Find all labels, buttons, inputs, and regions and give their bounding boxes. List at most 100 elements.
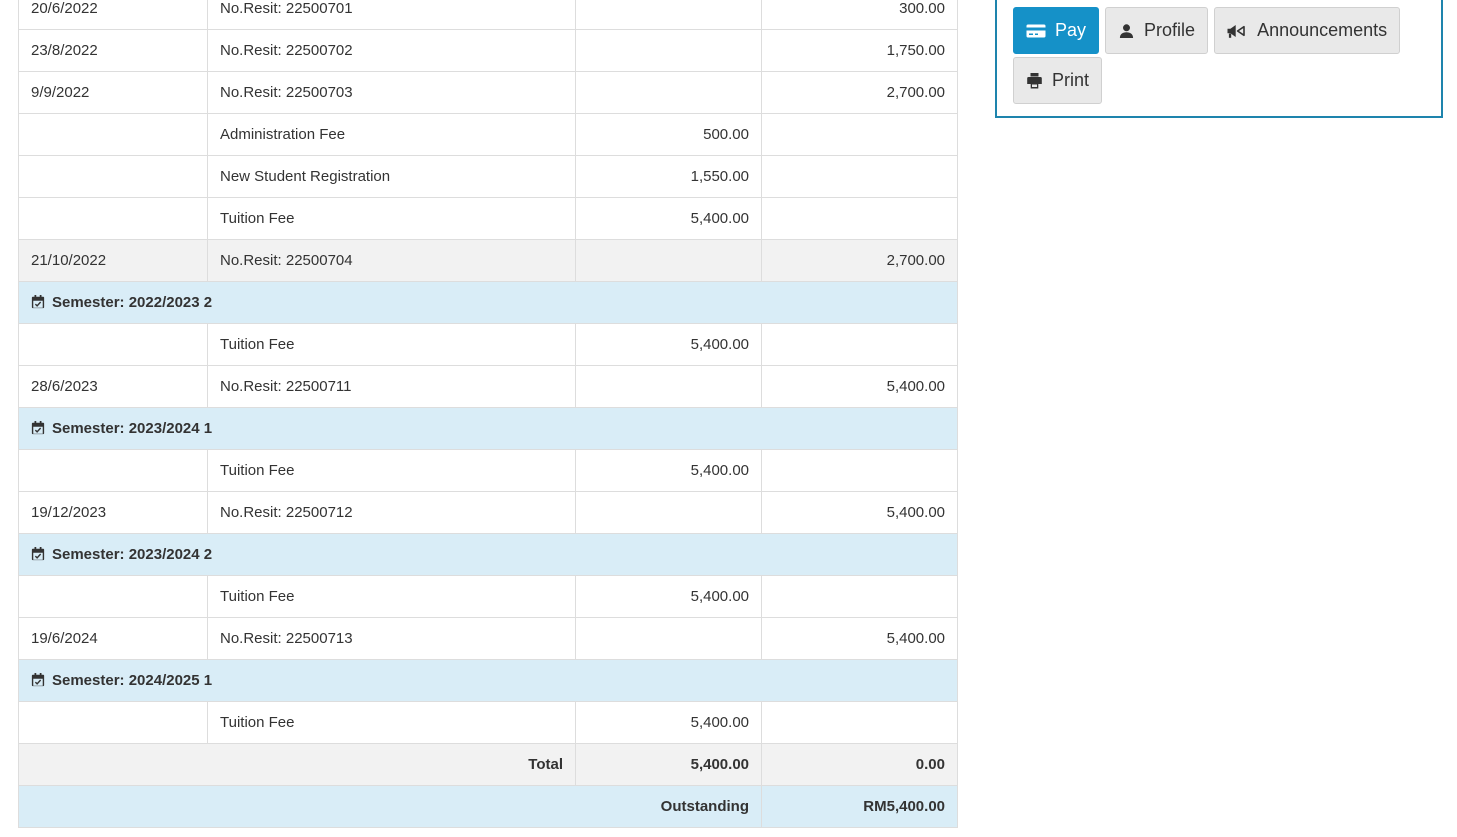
semester-row: Semester: 2024/2025 1 bbox=[18, 659, 958, 702]
table-row: Administration Fee 500.00 bbox=[18, 113, 958, 156]
description-cell: No.Resit: 22500703 bbox=[207, 71, 576, 114]
debit-cell: 5,400.00 bbox=[575, 575, 762, 618]
user-icon bbox=[1119, 23, 1134, 38]
table-row: Tuition Fee 5,400.00 bbox=[18, 197, 958, 240]
credit-cell: 5,400.00 bbox=[761, 491, 958, 534]
credit-cell: 2,700.00 bbox=[761, 71, 958, 114]
description-cell: Tuition Fee bbox=[207, 323, 576, 366]
description-cell: No.Resit: 22500712 bbox=[207, 491, 576, 534]
semester-label: Semester: 2023/2024 1 bbox=[52, 420, 213, 437]
table-row: 9/9/2022 No.Resit: 22500703 2,700.00 bbox=[18, 71, 958, 114]
description-cell: Tuition Fee bbox=[207, 701, 576, 744]
date-cell bbox=[18, 155, 208, 198]
table-row: Tuition Fee 5,400.00 bbox=[18, 323, 958, 366]
debit-cell bbox=[575, 491, 762, 534]
semester-cell: Semester: 2023/2024 1 bbox=[18, 407, 958, 450]
debit-cell bbox=[575, 239, 762, 282]
semester-cell: Semester: 2022/2023 2 bbox=[18, 281, 958, 324]
calendar-check-icon bbox=[31, 547, 45, 561]
total-row: Total 5,400.00 0.00 bbox=[18, 743, 958, 786]
pay-button-label: Pay bbox=[1055, 20, 1087, 40]
description-cell: No.Resit: 22500713 bbox=[207, 617, 576, 660]
semester-label: Semester: 2024/2025 1 bbox=[52, 672, 213, 689]
credit-cell: 300.00 bbox=[761, 0, 958, 30]
table-row: 28/6/2023 No.Resit: 22500711 5,400.00 bbox=[18, 365, 958, 408]
credit-cell bbox=[761, 575, 958, 618]
date-cell bbox=[18, 197, 208, 240]
date-cell: 28/6/2023 bbox=[18, 365, 208, 408]
debit-cell: 5,400.00 bbox=[575, 197, 762, 240]
credit-cell bbox=[761, 701, 958, 744]
profile-button-label: Profile bbox=[1144, 20, 1196, 40]
debit-cell bbox=[575, 617, 762, 660]
debit-cell: 5,400.00 bbox=[575, 449, 762, 492]
semester-cell: Semester: 2023/2024 2 bbox=[18, 533, 958, 576]
date-cell bbox=[18, 113, 208, 156]
pay-button[interactable]: Pay bbox=[1013, 7, 1100, 54]
print-button-label: Print bbox=[1052, 70, 1090, 90]
description-cell: Tuition Fee bbox=[207, 575, 576, 618]
debit-cell bbox=[575, 0, 762, 30]
description-cell: No.Resit: 22500704 bbox=[207, 239, 576, 282]
outstanding-label: Outstanding bbox=[18, 785, 762, 828]
date-cell bbox=[18, 575, 208, 618]
outstanding-value: RM5,400.00 bbox=[761, 785, 958, 828]
calendar-check-icon bbox=[31, 421, 45, 435]
credit-card-icon bbox=[1026, 24, 1046, 37]
debit-cell bbox=[575, 365, 762, 408]
calendar-check-icon bbox=[31, 295, 45, 309]
semester-row: Semester: 2022/2023 2 bbox=[18, 281, 958, 324]
date-cell: 23/8/2022 bbox=[18, 29, 208, 72]
total-label: Total bbox=[18, 743, 576, 786]
date-cell bbox=[18, 449, 208, 492]
description-cell: Tuition Fee bbox=[207, 449, 576, 492]
outstanding-row: Outstanding RM5,400.00 bbox=[18, 785, 958, 828]
print-button[interactable]: Print bbox=[1013, 57, 1103, 104]
debit-cell: 5,400.00 bbox=[575, 701, 762, 744]
semester-label: Semester: 2023/2024 2 bbox=[52, 546, 213, 563]
table-row: Tuition Fee 5,400.00 bbox=[18, 449, 958, 492]
description-cell: No.Resit: 22500711 bbox=[207, 365, 576, 408]
credit-cell bbox=[761, 449, 958, 492]
table-row: Tuition Fee 5,400.00 bbox=[18, 701, 958, 744]
semester-label: Semester: 2022/2023 2 bbox=[52, 294, 213, 311]
print-icon bbox=[1027, 72, 1042, 88]
description-cell: No.Resit: 22500701 bbox=[207, 0, 576, 30]
credit-cell: 5,400.00 bbox=[761, 365, 958, 408]
total-credit: 0.00 bbox=[761, 743, 958, 786]
table-row: 21/10/2022 No.Resit: 22500704 2,700.00 bbox=[18, 239, 958, 282]
debit-cell: 1,550.00 bbox=[575, 155, 762, 198]
date-cell bbox=[18, 323, 208, 366]
date-cell: 20/6/2022 bbox=[18, 0, 208, 30]
credit-cell: 5,400.00 bbox=[761, 617, 958, 660]
total-debit: 5,400.00 bbox=[575, 743, 762, 786]
table-row: 19/6/2024 No.Resit: 22500713 5,400.00 bbox=[18, 617, 958, 660]
actions-panel: Pay Profile Announcements Print bbox=[995, 0, 1443, 118]
fees-table: 20/6/2022 No.Resit: 22500701 300.00 23/8/20… bbox=[18, 0, 958, 828]
credit-cell bbox=[761, 197, 958, 240]
semester-row: Semester: 2023/2024 2 bbox=[18, 533, 958, 576]
announcements-button-label: Announcements bbox=[1257, 20, 1388, 40]
announcements-button[interactable]: Announcements bbox=[1214, 7, 1401, 54]
table-row: 23/8/2022 No.Resit: 22500702 1,750.00 bbox=[18, 29, 958, 72]
debit-cell bbox=[575, 29, 762, 72]
description-cell: New Student Registration bbox=[207, 155, 576, 198]
profile-button[interactable]: Profile bbox=[1105, 7, 1209, 54]
description-cell: Tuition Fee bbox=[207, 197, 576, 240]
credit-cell: 2,700.00 bbox=[761, 239, 958, 282]
date-cell: 19/12/2023 bbox=[18, 491, 208, 534]
credit-cell bbox=[761, 155, 958, 198]
semester-cell: Semester: 2024/2025 1 bbox=[18, 659, 958, 702]
table-row: New Student Registration 1,550.00 bbox=[18, 155, 958, 198]
description-cell: No.Resit: 22500702 bbox=[207, 29, 576, 72]
debit-cell: 500.00 bbox=[575, 113, 762, 156]
table-row: 20/6/2022 No.Resit: 22500701 300.00 bbox=[18, 0, 958, 30]
table-row: Tuition Fee 5,400.00 bbox=[18, 575, 958, 618]
date-cell: 9/9/2022 bbox=[18, 71, 208, 114]
date-cell: 19/6/2024 bbox=[18, 617, 208, 660]
calendar-check-icon bbox=[31, 673, 45, 687]
debit-cell: 5,400.00 bbox=[575, 323, 762, 366]
credit-cell bbox=[761, 323, 958, 366]
credit-cell bbox=[761, 113, 958, 156]
credit-cell: 1,750.00 bbox=[761, 29, 958, 72]
